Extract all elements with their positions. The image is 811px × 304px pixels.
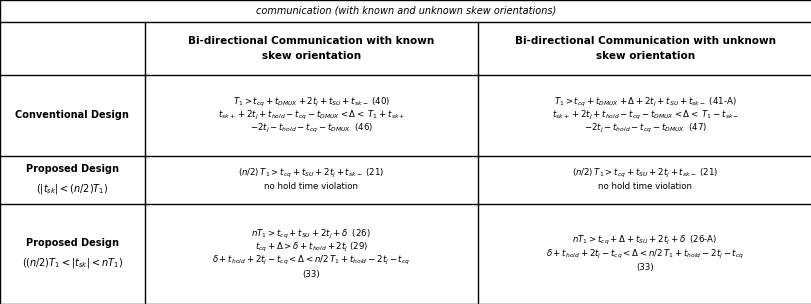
Text: $T_1 > t_{cq} + t_{DMUX} + 2t_j + t_{SU} + t_{sk-}$ (40): $T_1 > t_{cq} + t_{DMUX} + 2t_j + t_{SU}… — [233, 95, 389, 109]
Text: Proposed Design
$(|t_{sk}| < (n/2)T_1)$: Proposed Design $(|t_{sk}| < (n/2)T_1)$ — [26, 164, 118, 196]
Text: $nT_1 > t_{cq} + t_{SU} + 2t_j + \delta\;$ (26): $nT_1 > t_{cq} + t_{SU} + 2t_j + \delta\… — [251, 228, 371, 241]
Text: communication (with known and unknown skew orientations): communication (with known and unknown sk… — [255, 6, 556, 16]
Text: no hold time violation: no hold time violation — [598, 182, 691, 191]
Text: $T_1 > t_{cq} + t_{DMUX} + \Delta + 2t_j + t_{SU} + t_{sk-}$ (41-A): $T_1 > t_{cq} + t_{DMUX} + \Delta + 2t_j… — [553, 95, 736, 109]
Text: Bi-directional Communication with unknown
skew orientation: Bi-directional Communication with unknow… — [514, 36, 775, 61]
Text: $\delta + t_{hold} + 2t_j - t_{cq} < \Delta < n/2\, T_1 + t_{hold} - 2t_j - t_{c: $\delta + t_{hold} + 2t_j - t_{cq} < \De… — [545, 247, 744, 261]
Text: Bi-directional Communication with known
skew orientation: Bi-directional Communication with known … — [188, 36, 434, 61]
Text: $t_{sk+} + 2t_j + t_{hold} - t_{cq} - t_{DMUX} < \Delta <\; T_1 + t_{sk+}$: $t_{sk+} + 2t_j + t_{hold} - t_{cq} - t_… — [217, 109, 405, 122]
Text: $t_{sk+} + 2t_j + t_{hold} - t_{cq} - t_{DMUX} < \Delta <\; T_1 - t_{sk-}$: $t_{sk+} + 2t_j + t_{hold} - t_{cq} - t_… — [551, 109, 738, 122]
Text: $- 2t_j - t_{hold} - t_{cq} - t_{DMUX}\;$ (46): $- 2t_j - t_{hold} - t_{cq} - t_{DMUX}\;… — [250, 122, 372, 135]
Text: Proposed Design
$((n/2)T_1 < |t_{sk}| < nT_1)$: Proposed Design $((n/2)T_1 < |t_{sk}| < … — [22, 238, 122, 270]
Text: $t_{cq} + \Delta > \delta + t_{hold} + 2t_j$ (29): $t_{cq} + \Delta > \delta + t_{hold} + 2… — [255, 241, 367, 254]
Text: (33): (33) — [636, 263, 653, 272]
Text: (33): (33) — [303, 270, 320, 279]
Text: no hold time violation: no hold time violation — [264, 182, 358, 191]
Text: $(n/2)\, T_1 > t_{cq} + t_{SU} + 2t_j + t_{sk-}$ (21): $(n/2)\, T_1 > t_{cq} + t_{SU} + 2t_j + … — [238, 167, 384, 180]
Text: $\delta + t_{hold} + 2t_j - t_{cq} < \Delta < n/2\, T_1 + t_{hold} - 2t_j - t_{c: $\delta + t_{hold} + 2t_j - t_{cq} < \De… — [212, 254, 410, 267]
Text: $nT_1 > t_{cq} + \Delta + t_{SU} + 2t_j + \delta\;$ (26-A): $nT_1 > t_{cq} + \Delta + t_{SU} + 2t_j … — [572, 234, 717, 247]
Text: $- 2t_j - t_{hold} - t_{cq} - t_{DMUX}\;$ (47): $- 2t_j - t_{hold} - t_{cq} - t_{DMUX}\;… — [583, 122, 706, 135]
Text: $(n/2)\, T_1 > t_{cq} + t_{SU} + 2t_j + t_{sk-}$ (21): $(n/2)\, T_1 > t_{cq} + t_{SU} + 2t_j + … — [571, 167, 718, 180]
Text: Conventional Design: Conventional Design — [15, 110, 129, 120]
